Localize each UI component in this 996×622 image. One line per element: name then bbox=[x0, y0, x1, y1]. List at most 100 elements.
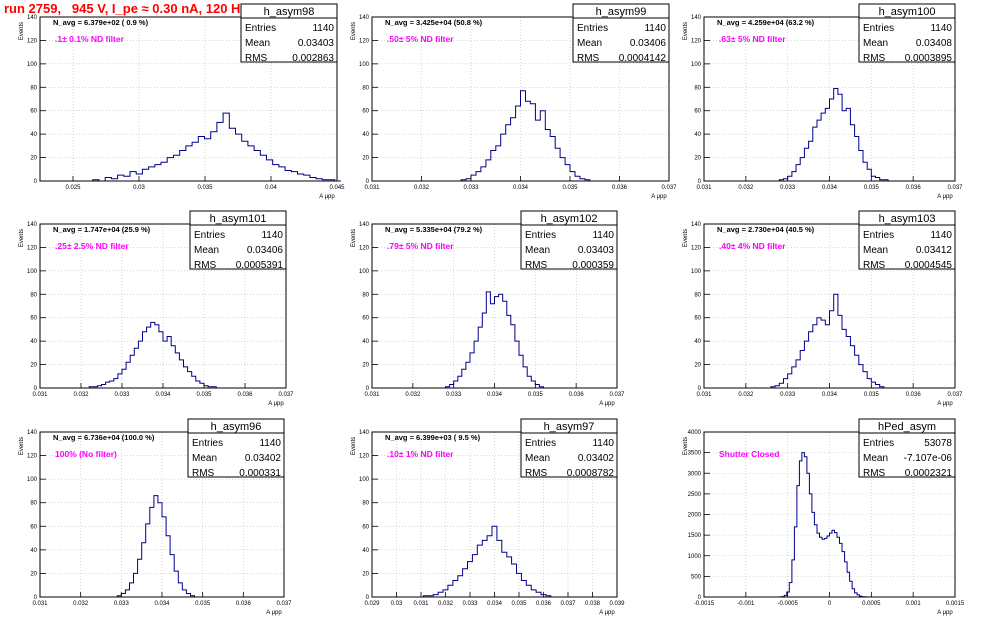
x-tick-label: 0.035 bbox=[528, 392, 544, 398]
y-tick-label: 2500 bbox=[688, 492, 702, 498]
stats-box bbox=[187, 418, 285, 478]
y-tick-label: 120 bbox=[691, 245, 702, 251]
stats-value-rms: 0.0002321 bbox=[905, 468, 953, 479]
y-tick-label: 80 bbox=[694, 85, 701, 91]
panel-h_asym97: 0.029 0.03 0.031 0.032 0.033 0.034 0.035 0.036 0… bbox=[351, 418, 625, 616]
y-tick-label: 80 bbox=[30, 501, 37, 507]
y-tick-label: 60 bbox=[362, 109, 369, 115]
stats-value-entries: 1140 bbox=[312, 23, 334, 34]
stats-label-entries: Entries bbox=[863, 230, 894, 241]
y-tick-label: 20 bbox=[362, 156, 369, 162]
filter-annotation: .50± 5% ND filter bbox=[387, 34, 454, 44]
y-tick-label: 3000 bbox=[688, 471, 702, 477]
stats-label-mean: Mean bbox=[194, 245, 219, 256]
y-tick-label: 20 bbox=[30, 571, 37, 577]
stats-label-entries: Entries bbox=[525, 230, 556, 241]
x-tick-label: 0.045 bbox=[329, 185, 345, 191]
stats-value-entries: 1140 bbox=[261, 230, 283, 241]
stats-label-entries: Entries bbox=[863, 23, 894, 34]
x-tick-label: 0.034 bbox=[487, 392, 503, 398]
y-tick-label: 60 bbox=[30, 109, 37, 115]
x-axis-label: A μpp bbox=[599, 610, 615, 616]
stats-value-entries: 1140 bbox=[592, 438, 614, 449]
x-tick-label: 0.035 bbox=[864, 185, 880, 191]
x-tick-label: 0.036 bbox=[569, 392, 585, 398]
y-tick-label: 40 bbox=[362, 548, 369, 554]
x-tick-label: 0.03 bbox=[391, 601, 403, 607]
filter-annotation: .40± 4% ND filter bbox=[719, 241, 786, 251]
x-tick-label: 0.034 bbox=[487, 601, 503, 607]
x-tick-label: 0.036 bbox=[236, 601, 252, 607]
panel-h_asym98: 0.025 0.03 0.035 0.04 0.045 0 20 40 60 80 100 120 14… bbox=[19, 3, 345, 200]
stats-label-entries: Entries bbox=[577, 23, 608, 34]
navg-annotation: N_avg = 4.259e+04 (63.2 %) bbox=[717, 18, 815, 27]
y-tick-label: 20 bbox=[694, 156, 701, 162]
y-tick-label: 60 bbox=[694, 316, 701, 322]
y-tick-label: 80 bbox=[30, 292, 37, 298]
stats-value-mean: 0.03403 bbox=[578, 245, 615, 256]
stats-label-entries: Entries bbox=[525, 438, 556, 449]
y-tick-label: 100 bbox=[359, 477, 370, 483]
x-tick-label: 0.033 bbox=[114, 601, 130, 607]
y-tick-label: 100 bbox=[359, 62, 370, 68]
y-tick-label: 100 bbox=[27, 62, 38, 68]
stats-label-entries: Entries bbox=[863, 438, 894, 449]
x-tick-label: 0.034 bbox=[154, 601, 170, 607]
histogram-line bbox=[445, 291, 544, 388]
stats-box bbox=[520, 210, 618, 270]
navg-annotation: N_avg = 2.730e+04 (40.5 %) bbox=[717, 225, 815, 234]
stats-value-mean: 0.03412 bbox=[916, 245, 953, 256]
x-tick-label: 0.031 bbox=[696, 392, 712, 398]
filter-annotation: .63± 5% ND filter bbox=[719, 34, 786, 44]
stats-label-rms: RMS bbox=[194, 260, 217, 271]
y-tick-label: 0 bbox=[698, 179, 702, 185]
panel-h_asym101: 0.031 0.032 0.033 0.034 0.035 0.036 0.037 0 20 40… bbox=[19, 210, 294, 407]
stats-box bbox=[520, 418, 618, 478]
x-tick-label: 0.035 bbox=[197, 185, 213, 191]
panel-h_asym103: 0.031 0.032 0.033 0.034 0.035 0.036 0.037 0 20 40… bbox=[683, 210, 963, 407]
navg-annotation: N_avg = 6.379e+02 ( 0.9 %) bbox=[53, 18, 149, 27]
stats-title: h_asym102 bbox=[541, 213, 598, 225]
stats-value-entries: 1140 bbox=[592, 230, 614, 241]
x-tick-label: 0.031 bbox=[364, 185, 380, 191]
stats-label-entries: Entries bbox=[194, 230, 225, 241]
stats-box bbox=[858, 210, 956, 270]
y-tick-label: 80 bbox=[30, 85, 37, 91]
x-tick-label: 0.032 bbox=[738, 392, 754, 398]
x-tick-label: 0.037 bbox=[947, 392, 963, 398]
stats-value-rms: 0.0004545 bbox=[905, 260, 953, 271]
histogram-line bbox=[778, 452, 870, 598]
stats-label-mean: Mean bbox=[863, 245, 888, 256]
x-tick-label: 0.036 bbox=[536, 601, 552, 607]
y-tick-label: 100 bbox=[27, 477, 38, 483]
y-tick-label: 0 bbox=[366, 179, 370, 185]
stats-value-entries: 1140 bbox=[644, 23, 666, 34]
panel-h_asym99: 0.031 0.032 0.033 0.034 0.035 0.036 0.037 0 20 40… bbox=[351, 3, 677, 200]
x-tick-label: 0.032 bbox=[738, 185, 754, 191]
y-tick-label: 140 bbox=[359, 430, 370, 436]
x-axis-label: A μpp bbox=[937, 401, 953, 407]
plot-frame bbox=[39, 16, 338, 182]
x-tick-label: 0.037 bbox=[661, 185, 677, 191]
y-tick-label: 0 bbox=[34, 179, 38, 185]
y-tick-label: 2000 bbox=[688, 513, 702, 519]
x-axis-label: A μpp bbox=[599, 401, 615, 407]
y-tick-label: 60 bbox=[30, 524, 37, 530]
x-tick-label: 0.033 bbox=[114, 392, 130, 398]
stats-value-rms: 0.0005391 bbox=[236, 260, 284, 271]
y-tick-label: 0 bbox=[698, 386, 702, 392]
x-axis-label: A μpp bbox=[937, 194, 953, 200]
x-tick-label: 0.037 bbox=[560, 601, 576, 607]
stats-label-rms: RMS bbox=[577, 53, 600, 64]
x-tick-label: 0.033 bbox=[462, 601, 478, 607]
histogram-line bbox=[88, 321, 217, 388]
stats-title: h_asym97 bbox=[544, 421, 595, 433]
y-tick-label: 0 bbox=[366, 386, 370, 392]
y-tick-label: 0 bbox=[366, 595, 370, 601]
x-tick-label: 0.032 bbox=[405, 392, 421, 398]
x-tick-label: 0.031 bbox=[32, 601, 48, 607]
y-tick-label: 60 bbox=[30, 316, 37, 322]
y-tick-label: 100 bbox=[691, 269, 702, 275]
panel-h_asym102: 0.031 0.032 0.033 0.034 0.035 0.036 0.037 0 20 40… bbox=[351, 210, 625, 407]
y-tick-label: 100 bbox=[359, 269, 370, 275]
